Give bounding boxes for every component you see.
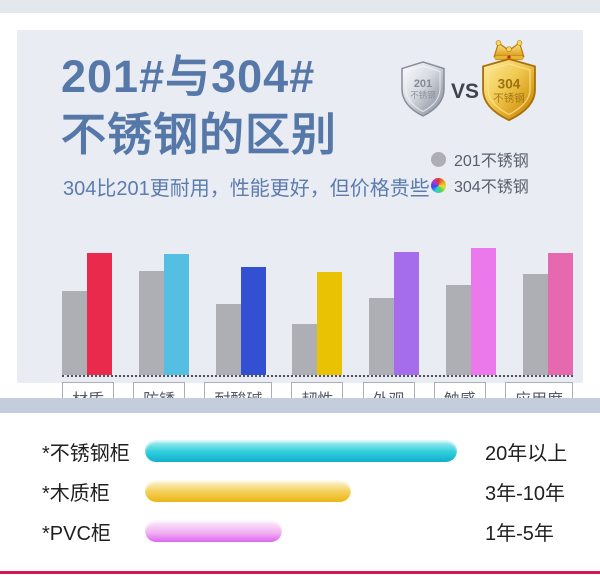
bar-201-材质 [62,290,87,375]
lifespan-row: *PVC柜 1年-5年 [0,511,600,551]
gold-shield-text: 不锈钢 [493,92,525,105]
chart-legend: 201不锈钢 304不锈钢 [431,146,529,198]
lifespan-bar-track [145,480,457,502]
bar-group [215,267,266,375]
lifespan-value: 20年以上 [485,442,568,465]
bar-group [62,252,112,375]
legend-swatch-rainbow-icon [431,177,446,193]
silver-shield-201-icon: 201 不锈钢 [401,61,445,117]
bar-201-耐酸碱 [215,303,241,375]
bar-304-耐酸碱 [240,267,266,375]
bar-201-触感 [446,285,472,375]
top-strip [0,0,600,13]
bar-201-防锈 [138,271,164,375]
bar-group [446,247,497,375]
comparison-card: 201#与304# 不锈钢的区别 304比201更耐用，性能更好，但价格贵些 2… [17,30,583,414]
bar-group [292,272,343,375]
lifespan-row: *木质柜 3年-10年 [0,471,600,511]
lifespan-value: 3年-10年 [485,482,566,505]
gold-shield-304-icon: 304 不锈钢 [482,40,536,122]
legend-item-201: 201不锈钢 [431,146,529,172]
legend-label-304: 304不锈钢 [454,179,529,196]
silver-shield-text: 不锈钢 [410,90,436,100]
bar-group [369,251,420,375]
bottom-accent-line [0,571,600,574]
legend-label-201: 201不锈钢 [454,153,529,170]
bar-group [138,254,189,375]
lifespan-row: *不锈钢柜 20年以上 [0,431,600,471]
lifespan-value: 1年-5年 [485,522,554,545]
bar-304-应用度 [547,252,573,375]
title-line-2: 不锈钢的区别 [61,109,338,160]
vs-label: VS [451,80,480,103]
lifespan-bar [145,440,457,462]
lifespan-bar-track [145,520,457,542]
legend-item-304: 304不锈钢 [431,172,529,198]
bar-304-外观 [394,251,420,375]
lifespan-label: *不锈钢柜 [42,442,130,465]
silver-shield-number: 201 [414,78,432,90]
legend-swatch-gray-icon [431,151,446,167]
lifespan-label: *木质柜 [42,482,110,505]
comparison-chart: 材质防锈耐酸碱韧性外观触感应用度 [62,245,573,414]
title-line-1: 201#与304# [61,51,316,102]
bar-201-韧性 [292,324,318,375]
vs-badges: 201 不锈钢 VS 304 不锈钢 [396,38,561,148]
subtitle: 304比201更耐用，性能更好，但价格贵些 [63,178,430,200]
lifespan-section: *不锈钢柜 20年以上 *木质柜 3年-10年 *PVC柜 1年-5年 [0,413,600,571]
chart-baseline [62,375,573,377]
page-title: 201#与304# 不锈钢的区别 [61,48,337,164]
bar-201-外观 [369,298,395,375]
bar-304-防锈 [163,254,189,375]
bars-row [62,245,573,375]
lifespan-bar [145,480,351,502]
bar-201-应用度 [522,273,548,375]
bar-group [522,252,573,375]
bar-304-材质 [87,252,112,375]
bar-304-触感 [471,247,497,375]
lifespan-label: *PVC柜 [42,522,111,545]
gold-shield-number: 304 [498,77,521,92]
bar-304-韧性 [317,272,343,375]
divider-band [0,398,600,413]
lifespan-bar-track [145,440,457,462]
lifespan-bar [145,520,283,542]
